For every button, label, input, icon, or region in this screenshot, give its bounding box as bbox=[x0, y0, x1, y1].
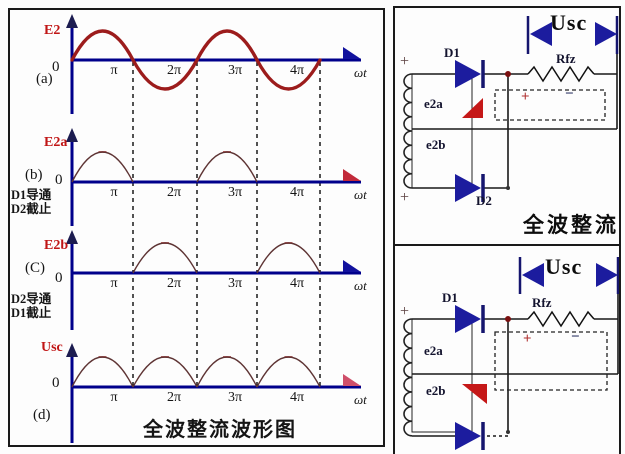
e2a-label: e2a bbox=[424, 343, 443, 358]
circuit-panel-bottom: Usc D1 Rfz e2a e2b + + − bbox=[393, 244, 621, 454]
usc-arrow-left-icon bbox=[530, 22, 552, 46]
tick-label: 2π bbox=[166, 185, 182, 200]
origin-label: 0 bbox=[52, 375, 60, 391]
rfz-label: Rfz bbox=[556, 51, 576, 66]
e2b-label: e2b bbox=[426, 383, 446, 398]
current-direction-flag bbox=[462, 98, 483, 118]
conduction-note: D1导通 bbox=[11, 188, 52, 202]
tick-label: 4π bbox=[289, 390, 305, 405]
rfz-label: Rfz bbox=[532, 295, 552, 310]
x-unit-label: ωt bbox=[354, 187, 367, 202]
usc-arrow-right-icon bbox=[595, 22, 617, 46]
usc-arrow-right-icon bbox=[596, 263, 618, 287]
tick-label: π bbox=[110, 63, 118, 78]
load-minus-label: − bbox=[571, 329, 580, 345]
load-polarity-dashed-box bbox=[494, 89, 606, 121]
origin-label: 0 bbox=[55, 270, 63, 286]
plus-terminal-bottom: + bbox=[400, 189, 410, 206]
x-axis-arrow-icon bbox=[343, 47, 361, 59]
y-axis-arrow-icon bbox=[66, 14, 78, 28]
resistor-rfz bbox=[527, 65, 595, 83]
x-axis-arrow-icon bbox=[343, 260, 361, 272]
y-axis-arrow-icon bbox=[66, 230, 78, 244]
waveform-chart bbox=[66, 14, 361, 443]
plot-tag: (C) bbox=[25, 260, 45, 276]
half-wave-humps bbox=[71, 151, 258, 183]
tick-label: π bbox=[110, 390, 118, 405]
y-axis-arrow-icon bbox=[66, 343, 78, 357]
plot-tag: (b) bbox=[25, 167, 43, 183]
junction-dot bbox=[505, 71, 511, 77]
usc-arrow-left-icon bbox=[522, 263, 544, 287]
circuit-top-drawing bbox=[403, 16, 619, 202]
waveform-panel: E2 (a) 0 ωt π 2π 3π 4π E2a (b) 0 ωt π 2π 3π 4π D1导通 D2截止 E… bbox=[8, 8, 385, 447]
plot-tag: (d) bbox=[33, 407, 51, 423]
tick-label: 2π bbox=[166, 276, 182, 291]
usc-label: Usc bbox=[550, 10, 588, 35]
half-wave-humps bbox=[132, 242, 321, 274]
resistor-rfz bbox=[527, 310, 595, 328]
tick-label: π bbox=[110, 185, 118, 200]
sine-wave bbox=[70, 29, 322, 91]
y-axis-arrow-icon bbox=[66, 128, 78, 142]
diode-d1 bbox=[455, 305, 485, 333]
x-unit-label: ωt bbox=[354, 278, 367, 293]
load-polarity-dashed-box bbox=[494, 331, 608, 391]
conduction-note: D1截止 bbox=[11, 306, 52, 320]
junction-dot bbox=[505, 316, 511, 322]
tick-label: 2π bbox=[166, 390, 182, 405]
diode-d2 bbox=[455, 422, 485, 450]
diode-d1 bbox=[455, 60, 485, 88]
circuit-panel-top: Usc D1 Rfz D2 e2a e2b + + + − 全波整流 bbox=[393, 6, 621, 244]
current-direction-flag bbox=[462, 384, 487, 404]
circuit-caption: 全波整流 bbox=[523, 213, 619, 237]
y-axis-label: E2b bbox=[44, 238, 69, 253]
x-axis-arrow-icon bbox=[343, 169, 361, 181]
y-axis-label: E2 bbox=[44, 23, 61, 38]
tick-label: 3π bbox=[227, 390, 243, 405]
circuit-bottom-drawing bbox=[403, 257, 619, 450]
load-plus-label: + bbox=[521, 89, 530, 105]
plus-terminal-top: + bbox=[400, 53, 410, 70]
waveform-title: 全波整流波形图 bbox=[143, 419, 297, 441]
transformer-winding bbox=[403, 73, 473, 189]
plus-terminal-left: + bbox=[400, 303, 410, 320]
tick-label: 4π bbox=[289, 276, 305, 291]
x-unit-label: ωt bbox=[354, 65, 367, 80]
conduction-note: D2导通 bbox=[11, 292, 52, 306]
usc-measure-arrows bbox=[518, 257, 619, 294]
x-axis-arrow-icon bbox=[343, 374, 361, 386]
x-unit-label: ωt bbox=[354, 392, 367, 407]
y-axis-label: Usc bbox=[41, 340, 63, 355]
d2-label: D2 bbox=[476, 193, 492, 208]
diode-d2 bbox=[455, 174, 485, 202]
tick-label: 3π bbox=[227, 185, 243, 200]
tick-label: 4π bbox=[289, 63, 305, 78]
junction-dot-bottom bbox=[506, 186, 510, 190]
plot-tag: (a) bbox=[36, 71, 53, 87]
half-wave-humps bbox=[71, 356, 321, 388]
origin-label: 0 bbox=[52, 59, 60, 75]
tick-label: 3π bbox=[227, 276, 243, 291]
transformer-winding bbox=[403, 318, 473, 437]
junction-dot-bottom bbox=[506, 430, 510, 434]
y-axis-label: E2a bbox=[44, 135, 68, 150]
d1-label: D1 bbox=[444, 45, 460, 60]
tick-label: π bbox=[110, 276, 118, 291]
e2a-label: e2a bbox=[424, 96, 443, 111]
conduction-note: D2截止 bbox=[11, 202, 52, 216]
load-minus-label: − bbox=[565, 86, 574, 102]
tick-label: 4π bbox=[289, 185, 305, 200]
tick-label: 2π bbox=[166, 63, 182, 78]
d1-label: D1 bbox=[442, 290, 458, 305]
load-plus-label: + bbox=[523, 331, 532, 347]
usc-label: Usc bbox=[545, 254, 583, 279]
usc-measure-arrows bbox=[526, 16, 619, 54]
tick-label: 3π bbox=[227, 63, 243, 78]
origin-label: 0 bbox=[55, 172, 63, 188]
e2b-label: e2b bbox=[426, 137, 446, 152]
